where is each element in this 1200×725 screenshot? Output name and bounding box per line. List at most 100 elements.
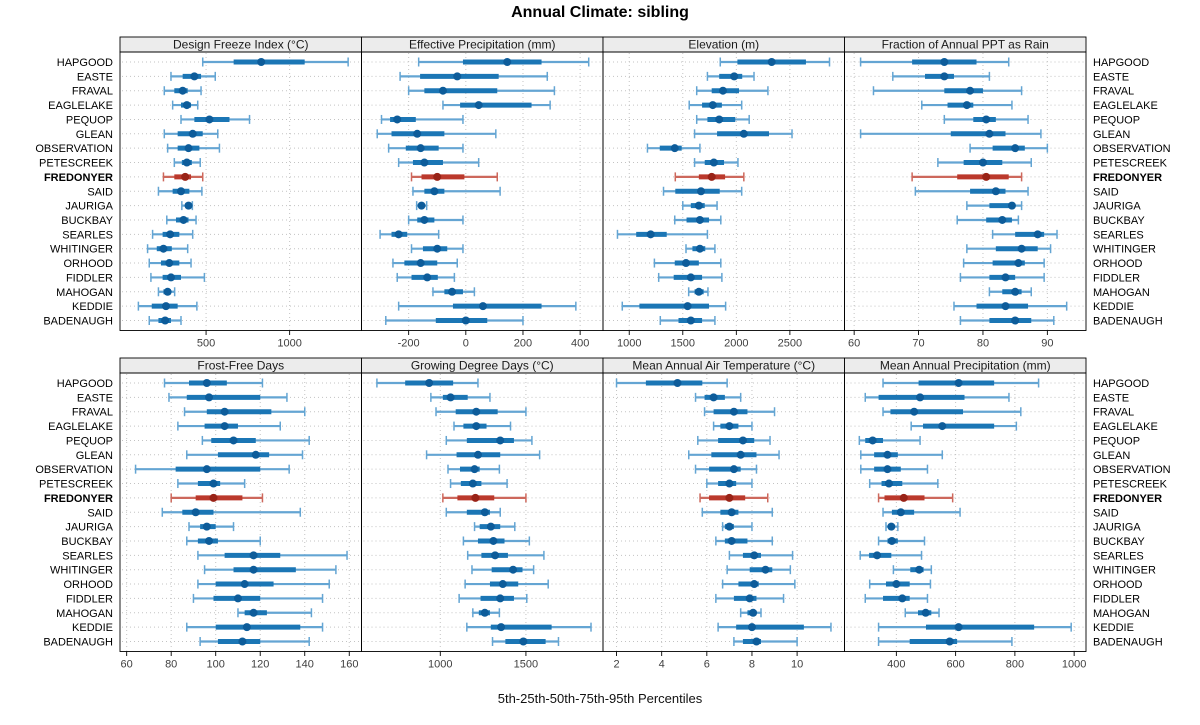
median-dot [416,259,425,268]
median-dot [472,422,481,431]
median-dot [707,172,716,181]
median-dot [470,465,479,474]
panel-frame [844,51,1087,331]
median-dot [233,594,242,603]
median-dot [165,259,174,268]
panel-title: Design Freeze Index (°C) [173,38,309,52]
station-label-right: FREDONYER [1093,493,1162,505]
station-label-left: SEARLES [62,550,113,562]
median-dot [694,287,703,296]
tick-label: 1000 [1062,659,1086,671]
median-dot [416,144,425,153]
station-label-left: FREDONYER [44,172,113,184]
median-dot [474,101,483,110]
tick-label: 8 [749,659,755,671]
median-dot [718,86,727,95]
station-label-left: JAURIGA [65,522,113,534]
station-label-right: PEQUOP [1093,114,1140,126]
median-dot [966,86,975,95]
panel-title: Elevation (m) [688,38,759,52]
station-label-left: PEQUOP [66,435,113,447]
station-label-left: EASTE [77,392,113,404]
station-label-left: KEDDIE [72,622,113,634]
station-label-right: KEDDIE [1093,301,1134,313]
median-dot [448,287,457,296]
median-dot [394,230,403,239]
station-label-left: BADENAUGH [43,316,113,328]
median-dot [182,101,191,110]
tick-label: 100 [207,659,225,671]
median-dot [202,522,211,531]
median-dot [423,273,432,282]
station-label-right: EAGLELAKE [1093,421,1158,433]
median-dot [202,379,211,387]
station-label-left: WHITINGER [50,244,113,256]
median-dot [177,187,186,196]
median-dot [472,407,481,416]
station-label-left: MAHOGAN [56,608,113,620]
tick-label: 70 [912,338,924,350]
median-dot [209,493,218,502]
tick-label: 400 [887,659,905,671]
median-dot [868,436,877,445]
median-dot [446,393,455,402]
median-dot [686,273,695,282]
station-label-right: EAGLELAKE [1093,100,1158,112]
station-label-left: PETESCREEK [39,158,114,170]
median-dot [725,422,734,431]
median-dot [240,580,249,589]
median-dot [417,201,426,210]
station-label-left: FIDDLER [66,272,113,284]
median-dot [480,608,489,617]
panel-title: Mean Annual Precipitation (mm) [880,359,1051,373]
median-dot [430,187,439,196]
station-label-right: GLEAN [1093,129,1130,141]
station-label-right: WHITINGER [1093,565,1156,577]
median-dot [425,379,434,387]
median-dot [695,215,704,224]
station-label-right: FIDDLER [1093,593,1140,605]
median-dot [729,465,738,474]
median-dot [899,493,908,502]
median-dot [486,522,495,531]
tick-label: 800 [1006,659,1024,671]
panel-title: Mean Annual Air Temperature (°C) [632,359,815,373]
median-dot [503,58,512,66]
median-dot [982,172,991,181]
station-label-right: SAID [1093,186,1119,198]
station-label-right: SAID [1093,507,1119,519]
median-dot [873,551,882,560]
median-dot [709,158,718,167]
median-dot [519,637,528,646]
median-dot [1007,201,1016,210]
station-label-right: OBSERVATION [1093,143,1171,155]
station-label-left: GLEAN [76,450,113,462]
station-label-right: GLEAN [1093,450,1130,462]
median-dot [670,144,679,153]
median-dot [209,479,218,488]
station-label-left: FRAVAL [72,407,113,419]
median-dot [883,450,892,459]
station-label-left: OBSERVATION [35,143,113,155]
median-dot [433,244,442,253]
median-dot [982,115,991,124]
median-dot [954,623,963,632]
median-dot [163,287,172,296]
median-dot [205,536,214,545]
median-dot [220,422,229,431]
tick-label: 4 [659,659,665,671]
tick-label: 1000 [277,338,301,350]
median-dot [887,522,896,531]
station-label-left: SEARLES [62,229,113,241]
median-dot [940,72,949,81]
tick-label: 2000 [724,338,748,350]
station-label-left: KEDDIE [72,301,113,313]
median-dot [251,450,260,459]
station-label-right: ORHOOD [1093,258,1143,270]
median-dot [509,565,518,574]
station-label-right: SEARLES [1093,229,1144,241]
median-dot [202,465,211,474]
median-dot [725,479,734,488]
median-dot [1017,244,1026,253]
station-label-left: MAHOGAN [56,287,113,299]
